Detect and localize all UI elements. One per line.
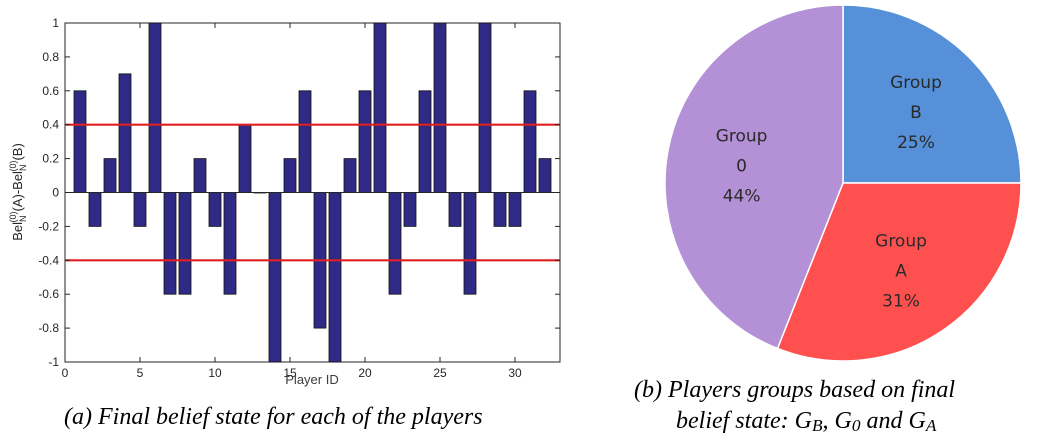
y-tick-label: 0.6 xyxy=(42,84,59,98)
bar-23 xyxy=(403,192,417,227)
bar-28 xyxy=(478,22,492,193)
y-tick-label: 0.4 xyxy=(42,118,59,132)
threshold-lines xyxy=(65,123,560,262)
pie-label-B-2: 25% xyxy=(897,133,935,153)
bar-19 xyxy=(343,158,357,193)
bar-6 xyxy=(148,22,162,193)
y-tick-label: -1 xyxy=(48,355,59,369)
y-tick-label: -0.8 xyxy=(38,321,59,335)
bar-10 xyxy=(208,192,222,227)
bar-32 xyxy=(538,158,552,193)
pie-label-B-1: B xyxy=(910,103,922,123)
bar-21 xyxy=(373,22,387,193)
bar-8 xyxy=(178,192,192,295)
pie-slice-A xyxy=(776,182,1022,362)
bar-20 xyxy=(358,90,372,193)
y-axis-label: BelN(0)(A)-BelN(0)(B) xyxy=(8,143,28,241)
bar-9 xyxy=(193,158,207,193)
bar-22 xyxy=(388,192,402,295)
caption-b-line2: belief state: GB, G0 and GA xyxy=(676,408,936,436)
caption-b-text1: belief state: G xyxy=(676,408,812,434)
y-tick-label: 0.8 xyxy=(42,50,59,64)
y-tick-label: 0 xyxy=(52,186,59,200)
bar-12 xyxy=(238,124,252,193)
bar-16 xyxy=(298,90,312,193)
caption-b-text3: and G xyxy=(860,408,926,434)
bar-31 xyxy=(523,90,537,193)
bar-11 xyxy=(223,192,237,295)
bar-chart: -1-0.8-0.6-0.4-0.200.20.40.60.810 5 10 15 20… xyxy=(8,16,561,387)
bar-25 xyxy=(433,22,447,193)
bars-group xyxy=(65,22,560,363)
x-tick-label: 15 xyxy=(283,366,297,380)
pie-label-0-1: 0 xyxy=(736,157,747,177)
bar-1 xyxy=(73,90,87,193)
bar-14 xyxy=(268,192,282,363)
bar-29 xyxy=(493,192,507,227)
x-tick-label: 5 xyxy=(137,366,144,380)
caption-b-sub2: 0 xyxy=(851,416,861,436)
y-tick-label: -0.4 xyxy=(38,253,59,267)
pie-label-0-0: Group xyxy=(716,127,768,147)
y-tick-label: -0.2 xyxy=(38,219,59,233)
bar-2 xyxy=(88,192,102,227)
x-tick-label: 0 xyxy=(62,366,69,380)
bar-27 xyxy=(463,192,477,295)
bar-4 xyxy=(118,73,132,193)
caption-b-text2: , G xyxy=(822,408,852,434)
axis-ticks: -1-0.8-0.6-0.4-0.200.20.40.60.810 5 10 15 20… xyxy=(38,16,560,380)
pie-label-A-2: 31% xyxy=(882,291,920,311)
caption-b-line1: (b) Players groups based on final xyxy=(634,377,956,403)
pie-labels: Group B 25% Group A 31% Group 0 44% xyxy=(716,73,942,311)
caption-a: (a) Final belief state for each of the p… xyxy=(64,404,483,430)
y-tick-label: -0.6 xyxy=(38,287,59,301)
y-tick-label: 0.2 xyxy=(42,152,59,166)
pie-label-0-2: 44% xyxy=(723,187,761,207)
x-tick-label: 20 xyxy=(358,366,372,380)
x-tick-label: 10 xyxy=(208,366,222,380)
pie-chart: Group B 25% Group A 31% Group 0 44% xyxy=(664,4,1022,362)
bar-5 xyxy=(133,192,147,227)
bar-26 xyxy=(448,192,462,227)
bar-7 xyxy=(163,192,177,295)
bar-18 xyxy=(328,192,342,363)
bar-15 xyxy=(283,158,297,193)
x-tick-label: 25 xyxy=(433,366,447,380)
bar-3 xyxy=(103,158,117,193)
pie-slice-B xyxy=(842,4,1022,184)
pie-label-B-0: Group xyxy=(890,73,942,93)
pie-label-A-1: A xyxy=(895,261,907,281)
caption-b-sub3: A xyxy=(925,416,937,436)
bar-30 xyxy=(508,192,522,227)
y-tick-label: 1 xyxy=(52,16,59,30)
pie-slices xyxy=(664,4,1022,362)
pie-slice-0 xyxy=(664,4,844,350)
x-axis-label: Player ID xyxy=(285,372,338,387)
pie-label-A-0: Group xyxy=(875,231,927,251)
caption-b-sub1: B xyxy=(811,416,823,436)
x-tick-label: 30 xyxy=(508,366,522,380)
bar-24 xyxy=(418,90,432,193)
